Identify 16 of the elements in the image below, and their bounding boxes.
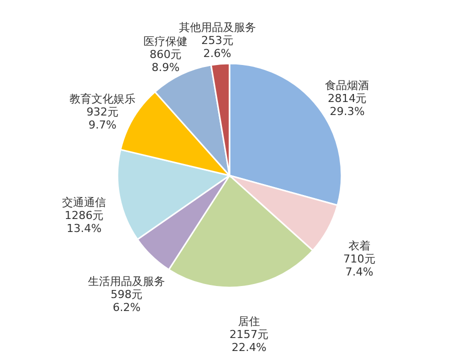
slice-label: 生活用品及服务: [88, 274, 166, 288]
slice-label: 教育文化娱乐: [69, 92, 136, 106]
slice-label: 衣着: [348, 240, 370, 253]
data-label: 2157元 22.4%: [230, 328, 269, 353]
slice-label: 交通通信: [62, 196, 106, 209]
slice-label: 居住: [238, 315, 260, 328]
slice-label: 其他用品及服务: [178, 21, 256, 34]
data-label: 932元 9.7%: [86, 106, 118, 132]
slice-label: 食品烟酒: [325, 78, 370, 92]
data-label: 860元 8.9%: [150, 48, 182, 74]
slice-label: 医疗保健: [144, 35, 188, 48]
data-label: 598元 6.2%: [110, 288, 143, 314]
data-label: 253元 2.6%: [201, 34, 234, 60]
data-label: 2814元 29.3%: [328, 92, 367, 118]
data-label: 1286元 13.4%: [64, 208, 104, 235]
data-label: 710元 7.4%: [343, 252, 376, 279]
